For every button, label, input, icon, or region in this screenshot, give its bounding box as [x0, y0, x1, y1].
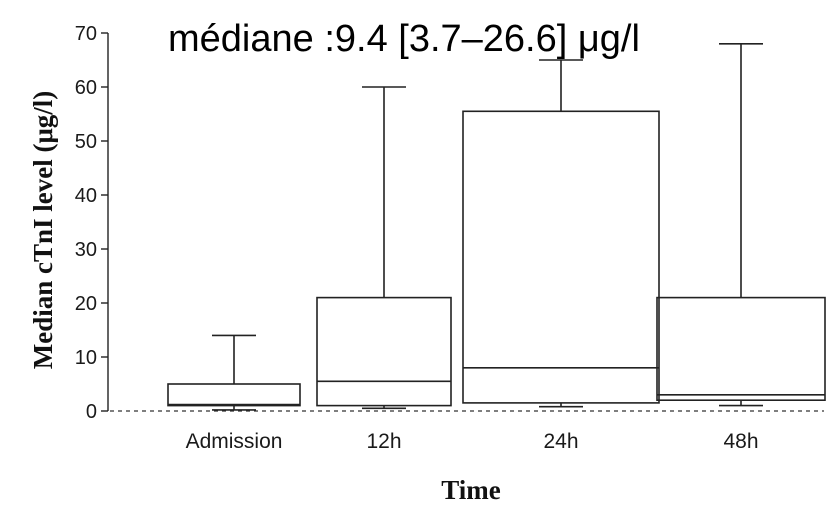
iqr-box: [316, 296, 452, 407]
x-category-label: 48h: [723, 430, 758, 453]
x-axis-title: Time: [441, 475, 501, 505]
iqr-box: [462, 110, 660, 404]
y-tick-label: 0: [86, 401, 97, 423]
y-tick-label: 60: [75, 77, 97, 99]
y-tick-label: 20: [75, 293, 97, 315]
x-category-label: 24h: [543, 430, 578, 453]
y-tick-label: 70: [75, 23, 97, 45]
plot-area: [167, 42, 826, 411]
x-category-label: 12h: [366, 430, 401, 453]
iqr-box: [167, 383, 301, 407]
x-category-label: Admission: [186, 430, 283, 453]
box-3: [462, 59, 660, 408]
x-axis: Admission 12h 24h 48h: [186, 430, 759, 453]
box-2: [316, 86, 452, 410]
y-tick-label: 10: [75, 347, 97, 369]
y-tick-label: 50: [75, 131, 97, 153]
y-axis-title: Median cTnI level (μg/l): [28, 91, 58, 370]
iqr-box: [656, 296, 826, 402]
y-tick-label: 40: [75, 185, 97, 207]
y-tick-label: 30: [75, 239, 97, 261]
median-annotation: médiane :9.4 [3.7–26.6] μg/l: [168, 18, 640, 60]
y-axis: 0 10 20 30 40 50 60 70: [75, 23, 824, 423]
box-4: [656, 42, 826, 407]
box-1: [167, 334, 301, 411]
